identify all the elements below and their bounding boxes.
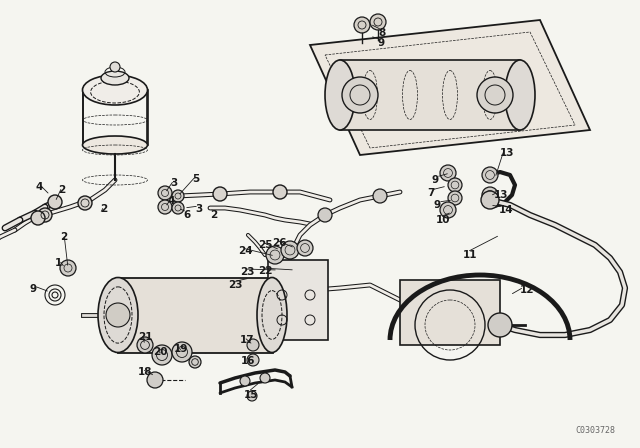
Circle shape bbox=[477, 77, 513, 113]
Text: 2: 2 bbox=[60, 232, 67, 242]
Circle shape bbox=[281, 241, 299, 259]
Text: 13: 13 bbox=[500, 148, 515, 158]
Bar bbox=[118, 278, 273, 353]
Circle shape bbox=[482, 187, 498, 203]
Ellipse shape bbox=[325, 60, 355, 130]
Text: 23: 23 bbox=[240, 267, 255, 277]
Ellipse shape bbox=[98, 277, 138, 353]
Bar bbox=[83, 90, 148, 145]
Text: 17: 17 bbox=[240, 335, 255, 345]
Text: 9: 9 bbox=[434, 200, 441, 210]
Text: 12: 12 bbox=[520, 285, 534, 295]
Circle shape bbox=[60, 260, 76, 276]
Circle shape bbox=[273, 185, 287, 199]
Text: 13: 13 bbox=[494, 190, 509, 200]
Text: 25: 25 bbox=[258, 240, 273, 250]
Text: 2: 2 bbox=[58, 185, 65, 195]
Circle shape bbox=[240, 376, 250, 386]
Circle shape bbox=[318, 208, 332, 222]
Circle shape bbox=[158, 200, 172, 214]
Text: 11: 11 bbox=[463, 250, 477, 260]
Circle shape bbox=[31, 211, 45, 225]
Text: 8: 8 bbox=[378, 28, 385, 38]
Text: 20: 20 bbox=[153, 347, 168, 357]
Circle shape bbox=[354, 17, 370, 33]
Text: 9: 9 bbox=[432, 175, 439, 185]
Ellipse shape bbox=[505, 60, 535, 130]
Text: 2: 2 bbox=[210, 210, 217, 220]
Circle shape bbox=[152, 345, 172, 365]
Circle shape bbox=[158, 186, 172, 200]
Circle shape bbox=[38, 208, 52, 222]
Text: 22: 22 bbox=[258, 266, 273, 276]
Text: C0303728: C0303728 bbox=[575, 426, 615, 435]
Circle shape bbox=[297, 240, 313, 256]
Circle shape bbox=[172, 342, 192, 362]
Text: 3: 3 bbox=[195, 204, 202, 214]
Circle shape bbox=[370, 14, 386, 30]
Circle shape bbox=[440, 165, 456, 181]
Text: 21: 21 bbox=[138, 332, 152, 342]
Text: 16: 16 bbox=[241, 356, 255, 366]
Text: 10: 10 bbox=[436, 215, 451, 225]
Ellipse shape bbox=[257, 277, 287, 353]
Text: 2: 2 bbox=[100, 204, 108, 214]
Circle shape bbox=[172, 190, 184, 202]
Circle shape bbox=[189, 356, 201, 368]
Circle shape bbox=[137, 337, 153, 353]
Text: 1: 1 bbox=[55, 258, 62, 268]
Polygon shape bbox=[310, 20, 590, 155]
Text: 4: 4 bbox=[168, 196, 175, 206]
Circle shape bbox=[482, 167, 498, 183]
Text: 23: 23 bbox=[228, 280, 243, 290]
Circle shape bbox=[488, 313, 512, 337]
Circle shape bbox=[213, 187, 227, 201]
Circle shape bbox=[247, 354, 259, 366]
Circle shape bbox=[373, 189, 387, 203]
Text: 5: 5 bbox=[192, 174, 199, 184]
Text: 4: 4 bbox=[35, 182, 42, 192]
Circle shape bbox=[440, 202, 456, 218]
Text: 9: 9 bbox=[30, 284, 37, 294]
Circle shape bbox=[147, 372, 163, 388]
Circle shape bbox=[448, 178, 462, 192]
Ellipse shape bbox=[83, 75, 147, 105]
Bar bbox=[268, 260, 328, 340]
Text: 15: 15 bbox=[244, 390, 259, 400]
Circle shape bbox=[172, 202, 184, 214]
Circle shape bbox=[260, 373, 270, 383]
Circle shape bbox=[48, 195, 62, 209]
Text: 18: 18 bbox=[138, 367, 152, 377]
Circle shape bbox=[342, 77, 378, 113]
Circle shape bbox=[266, 246, 284, 264]
Text: 3: 3 bbox=[170, 178, 177, 188]
Text: 24: 24 bbox=[238, 246, 253, 256]
Ellipse shape bbox=[101, 71, 129, 85]
Circle shape bbox=[448, 191, 462, 205]
Text: 6: 6 bbox=[183, 210, 190, 220]
Text: 26: 26 bbox=[272, 238, 287, 248]
Circle shape bbox=[106, 303, 130, 327]
Bar bbox=[400, 280, 500, 345]
Bar bbox=[340, 60, 520, 130]
Circle shape bbox=[247, 339, 259, 351]
Text: 14: 14 bbox=[499, 205, 514, 215]
Text: 9: 9 bbox=[378, 38, 385, 48]
Circle shape bbox=[110, 62, 120, 72]
Text: 7: 7 bbox=[427, 188, 435, 198]
Circle shape bbox=[78, 196, 92, 210]
Ellipse shape bbox=[83, 136, 147, 154]
Circle shape bbox=[481, 191, 499, 209]
Circle shape bbox=[247, 391, 257, 401]
Text: 19: 19 bbox=[174, 344, 188, 354]
